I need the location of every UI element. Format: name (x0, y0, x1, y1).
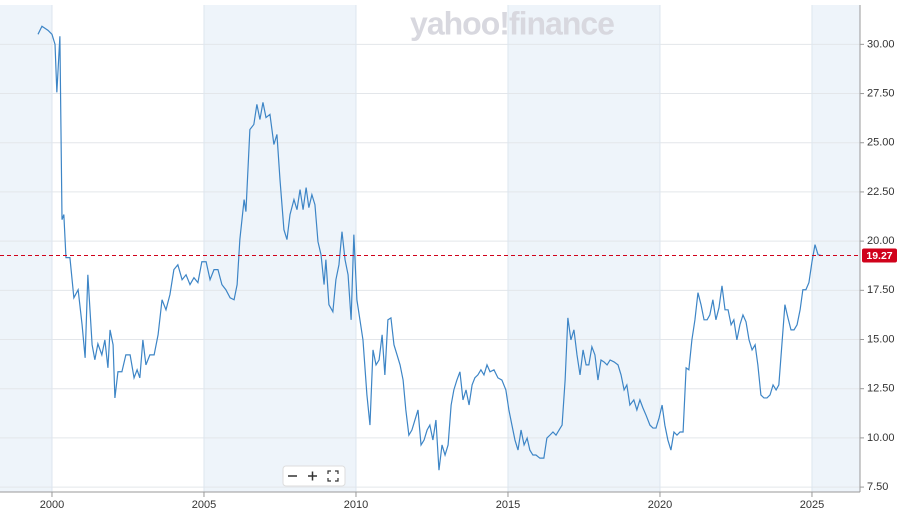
y-tick-label: 15.00 (867, 333, 895, 345)
y-tick-label: 30.00 (867, 38, 895, 50)
y-tick-label: 7.50 (867, 481, 888, 493)
x-tick-label: 2000 (40, 499, 64, 511)
band (203, 5, 356, 492)
current-label: 19.27 (866, 250, 892, 262)
band (0, 5, 52, 492)
x-tick-label: 2015 (496, 499, 520, 511)
bands (0, 5, 860, 492)
y-tick-label: 10.00 (867, 432, 895, 444)
band (507, 5, 660, 492)
current-badge (862, 248, 897, 263)
y-tick-label: 17.50 (867, 284, 895, 296)
y-tick-label: 27.50 (867, 87, 895, 99)
band (811, 5, 860, 492)
y-tick-label: 20.00 (867, 235, 895, 247)
y-tick-label: 12.50 (867, 383, 895, 395)
y-tick-label: 25.00 (867, 137, 895, 149)
watermark: yahoo!finance (410, 5, 614, 41)
fullscreen[interactable] (327, 470, 339, 482)
x-tick-label: 2005 (192, 499, 216, 511)
x-tick-label: 2010 (344, 499, 368, 511)
grid (0, 5, 860, 492)
y-tick-label: 22.50 (867, 186, 895, 198)
zoom-controls (282, 465, 346, 487)
x-tick-label: 2025 (800, 499, 824, 511)
x-tick-label: 2020 (648, 499, 672, 511)
marks (0, 25, 860, 471)
price-line (37, 25, 822, 471)
